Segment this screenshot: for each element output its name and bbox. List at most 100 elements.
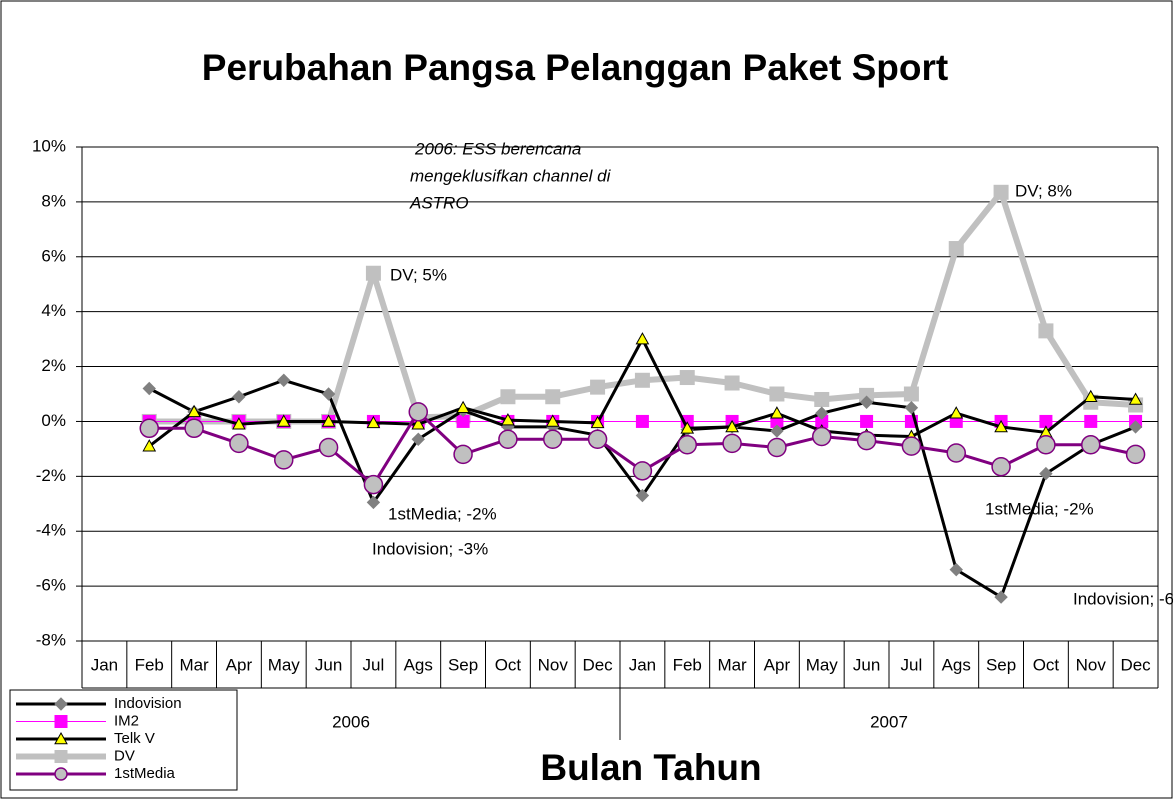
marker — [229, 433, 249, 454]
y-tick-label: 8% — [41, 191, 66, 210]
y-tick-label: -8% — [36, 630, 66, 649]
x-tick-label: Apr — [764, 655, 791, 674]
marker — [500, 389, 516, 405]
x-tick-label: Jan — [629, 655, 656, 674]
marker — [187, 404, 201, 418]
marker — [498, 429, 518, 450]
marker — [366, 495, 381, 510]
x-tick-label: Jun — [315, 655, 342, 674]
marker — [274, 450, 294, 470]
marker — [814, 391, 830, 407]
y-tick-label: -6% — [36, 576, 66, 595]
marker — [142, 381, 156, 396]
marker — [856, 430, 877, 451]
marker — [949, 562, 963, 577]
chart-title: Perubahan Pangsa Pelanggan Paket Sport — [202, 47, 948, 88]
marker — [1128, 392, 1143, 405]
annotation: Indovision; -3% — [372, 539, 488, 558]
marker — [677, 435, 697, 455]
marker — [1081, 435, 1101, 455]
annotation: ASTRO — [409, 193, 469, 212]
marker — [903, 386, 919, 402]
marker — [1128, 420, 1143, 434]
marker — [54, 767, 68, 781]
marker — [994, 590, 1008, 604]
marker — [54, 697, 68, 711]
marker — [590, 415, 605, 429]
x-tick-label: May — [268, 655, 301, 674]
marker — [769, 386, 785, 402]
x-tick-label: Mar — [179, 655, 209, 674]
annotation: Indovision; -6% — [1073, 589, 1173, 608]
x-tick-label: Jun — [853, 655, 880, 674]
marker — [725, 419, 739, 433]
x-group-label: 2007 — [870, 712, 908, 731]
annotation: 1stMedia; -2% — [388, 504, 497, 523]
marker — [184, 418, 204, 439]
annotation: DV; 8% — [1015, 181, 1072, 200]
y-tick-label: 0% — [41, 411, 66, 430]
y-tick-label: -2% — [36, 466, 66, 485]
marker — [453, 444, 473, 465]
marker — [770, 406, 784, 419]
legend-label: Indovision — [114, 695, 182, 712]
marker — [948, 241, 964, 257]
marker — [54, 715, 68, 728]
marker — [321, 414, 336, 427]
annotation: 2006: ESS berencana — [414, 139, 581, 158]
marker — [815, 406, 829, 420]
marker — [1036, 435, 1056, 455]
annotation: 1stMedia; -2% — [985, 499, 1094, 518]
marker — [860, 414, 874, 428]
marker — [1125, 444, 1146, 465]
y-tick-label: 6% — [41, 246, 66, 265]
marker — [321, 387, 336, 401]
x-group-label: 2006 — [332, 712, 370, 731]
marker — [994, 419, 1008, 433]
marker — [54, 750, 68, 763]
marker — [1084, 414, 1098, 428]
marker — [949, 406, 964, 419]
marker — [232, 417, 246, 430]
marker — [680, 421, 695, 434]
x-tick-label: Nov — [538, 655, 569, 674]
x-tick-label: Ags — [404, 655, 433, 674]
marker — [1039, 466, 1053, 481]
marker — [363, 474, 384, 495]
x-axis-title: Bulan Tahun — [540, 747, 761, 788]
marker — [993, 184, 1009, 200]
marker — [635, 332, 650, 345]
marker — [724, 375, 740, 391]
y-tick-label: -4% — [36, 521, 66, 540]
marker — [812, 426, 832, 447]
marker — [411, 417, 426, 430]
marker — [366, 415, 381, 429]
marker — [634, 372, 650, 388]
annotation: mengeklusifkan channel di — [410, 166, 612, 185]
y-tick-label: 4% — [41, 301, 66, 320]
marker — [901, 436, 922, 456]
x-tick-label: Feb — [135, 655, 164, 674]
marker — [142, 439, 157, 452]
marker — [411, 432, 425, 446]
legend-label: 1stMedia — [114, 765, 176, 782]
x-tick-label: Apr — [226, 655, 253, 674]
marker — [859, 395, 874, 409]
marker — [635, 414, 649, 428]
marker — [767, 437, 787, 458]
x-tick-label: May — [806, 655, 839, 674]
x-tick-label: Jul — [901, 655, 923, 674]
x-tick-label: Ags — [942, 655, 971, 674]
marker — [632, 461, 653, 481]
marker — [408, 402, 428, 422]
marker — [365, 265, 381, 281]
x-tick-label: Jan — [91, 655, 118, 674]
marker — [635, 488, 650, 503]
marker — [679, 370, 695, 386]
marker — [587, 429, 608, 450]
y-tick-label: 10% — [32, 136, 66, 155]
x-tick-label: Dec — [582, 655, 613, 674]
